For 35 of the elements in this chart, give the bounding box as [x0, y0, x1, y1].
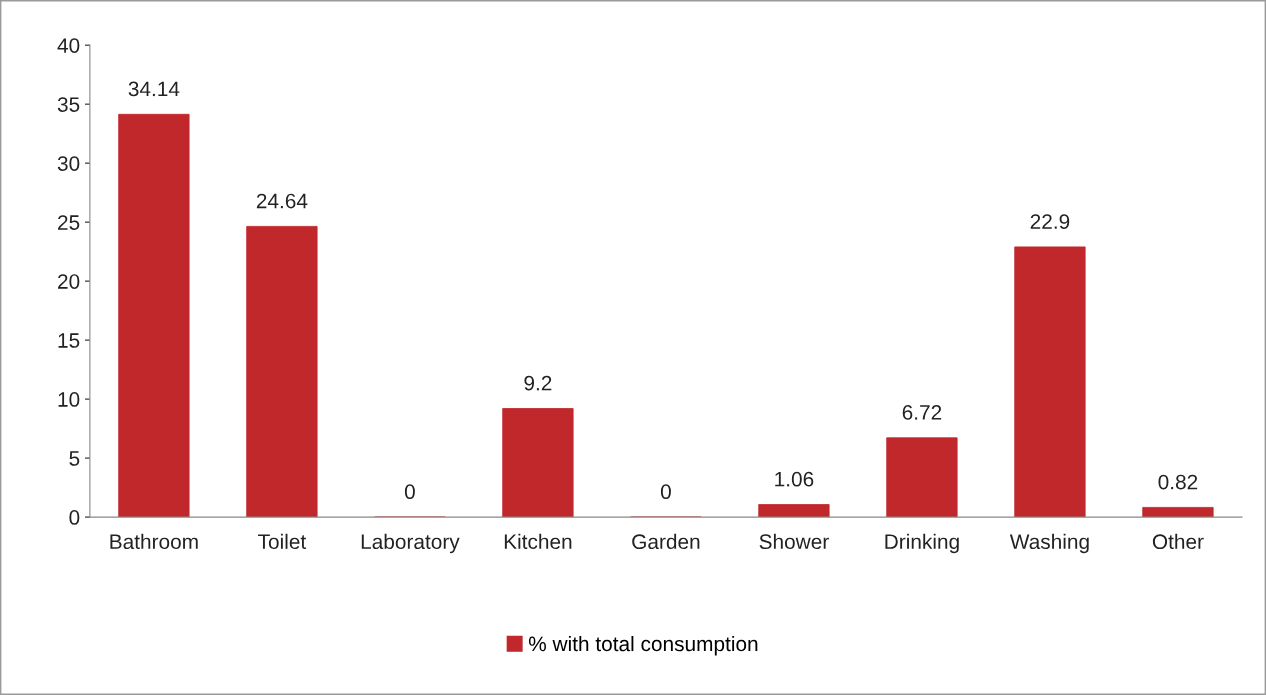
data-label: 0 [660, 484, 671, 500]
bar [502, 408, 574, 518]
y-tick-label: 15 [58, 333, 80, 348]
y-tick-label: 25 [58, 215, 80, 230]
y-tick-label: 0 [69, 510, 80, 525]
x-tick-label: Bathroom [110, 533, 198, 550]
x-tick-label: Washing [1009, 533, 1089, 554]
legend-label: % with total consumption [528, 635, 758, 656]
bar [758, 504, 830, 518]
data-label: 22.9 [1030, 214, 1070, 229]
x-tick-label: Toilet [258, 533, 307, 550]
y-tick-label: 5 [69, 451, 80, 466]
bar [246, 225, 318, 518]
bar [1014, 246, 1086, 518]
y-tick-label: 30 [57, 156, 80, 171]
data-label: 1.06 [775, 471, 814, 487]
x-tick-label: Kitchen [504, 533, 572, 550]
bar [886, 437, 958, 518]
data-label: 6.72 [902, 405, 942, 420]
data-label: 9.2 [524, 375, 552, 391]
x-tick-label: Other [1152, 533, 1204, 550]
x-tick-label: Laboratory [361, 533, 460, 554]
data-label: 0.82 [1158, 474, 1198, 490]
y-tick-label: 10 [58, 392, 80, 407]
data-label: 24.64 [256, 193, 308, 209]
y-tick-label: 40 [57, 38, 80, 53]
y-tick-label: 35 [57, 97, 80, 112]
x-tick-label: Drinking [885, 533, 959, 554]
data-label: 0 [404, 484, 415, 500]
data-label: 34.14 [128, 81, 180, 97]
bar [1142, 506, 1214, 518]
y-tick-label: 20 [58, 274, 80, 289]
x-tick-label: Garden [632, 533, 700, 550]
bar [118, 113, 190, 518]
x-tick-label: Shower [759, 533, 829, 550]
